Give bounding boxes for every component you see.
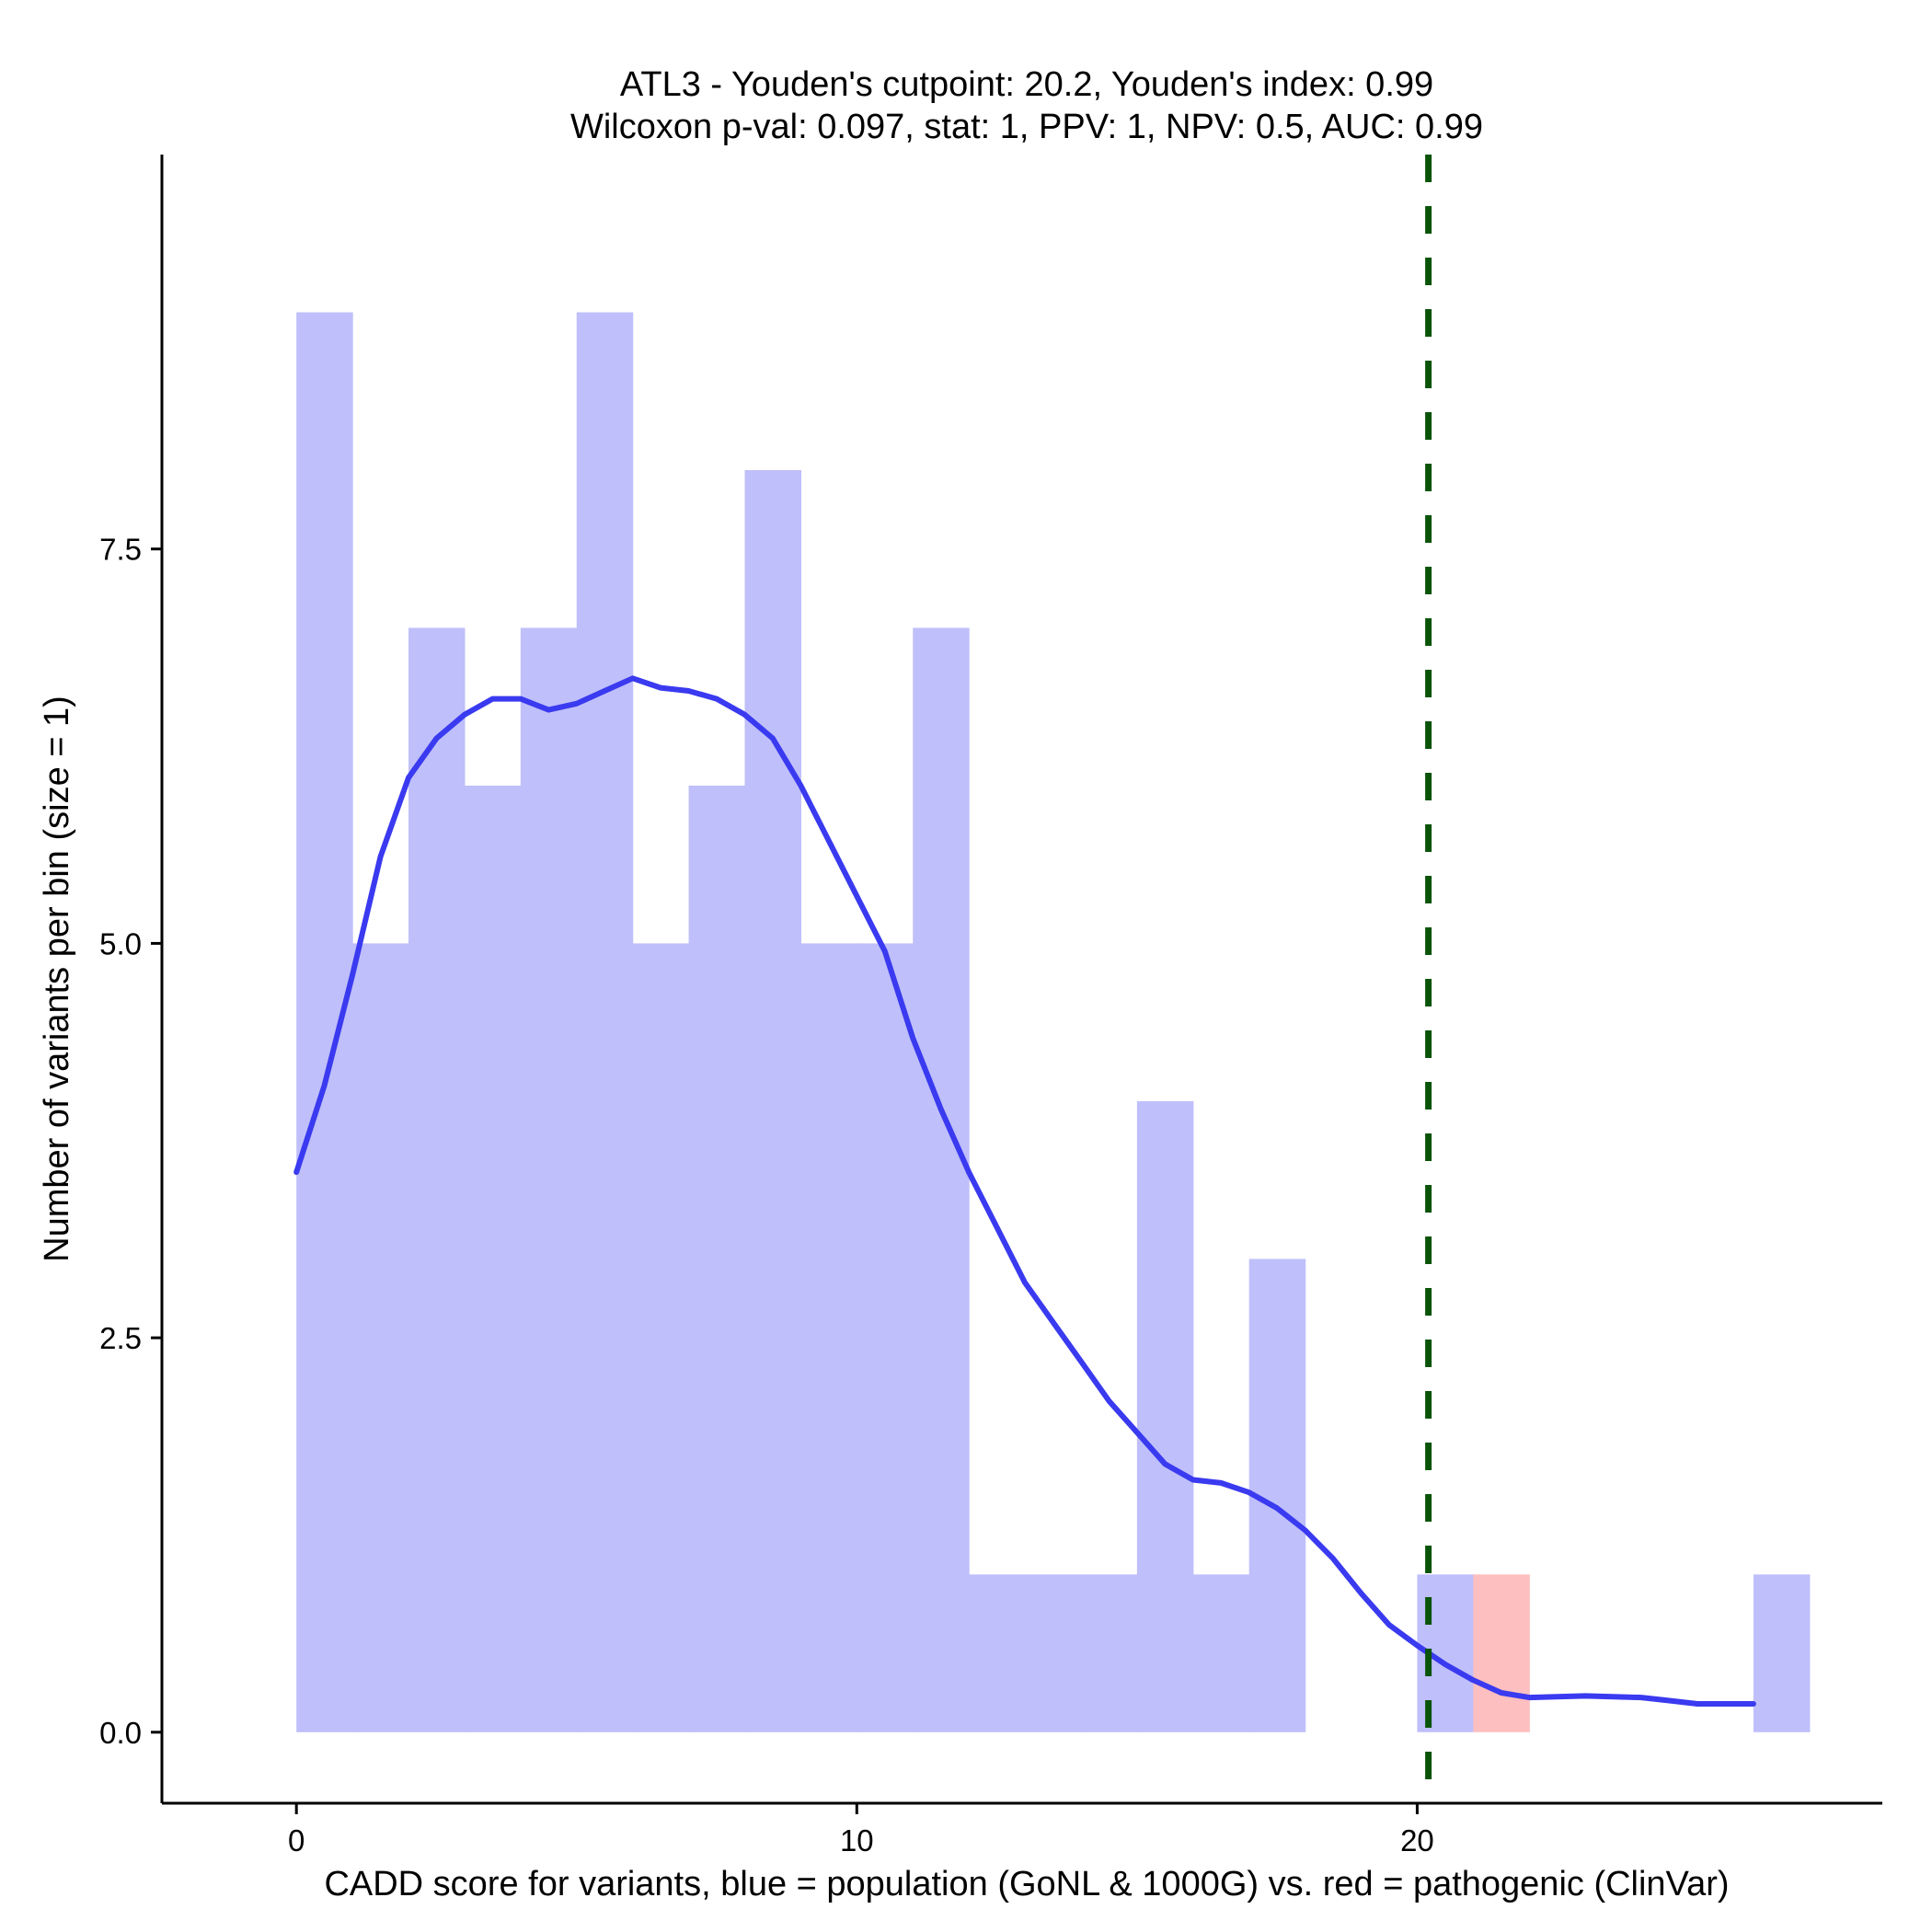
histogram-bar [800, 943, 857, 1732]
x-tick-label: 0 [288, 1823, 305, 1857]
y-ticks: 0.0 2.5 5.0 7.5 [99, 533, 162, 1750]
y-tick-label: 5.0 [99, 926, 142, 960]
x-axis-title: CADD score for variants, blue = populati… [324, 1865, 1729, 1903]
histogram-bar [1080, 1574, 1138, 1732]
y-axis-title: Number of variants per bin (size = 1) [38, 696, 76, 1262]
histogram-bar [352, 943, 409, 1732]
y-tick-label: 2.5 [99, 1321, 142, 1355]
chart-subtitle: Wilcoxon p-val: 0.097, stat: 1, PPV: 1, … [570, 108, 1483, 146]
histogram-bar [1192, 1574, 1250, 1732]
histogram-bar [520, 627, 578, 1732]
y-tick-label: 7.5 [99, 533, 142, 567]
density-curve [293, 675, 1756, 1707]
x-tick-label: 10 [840, 1823, 874, 1857]
histogram-bar [857, 943, 914, 1732]
histogram-bars [296, 312, 1811, 1732]
density-curve-layer [293, 675, 1756, 1707]
histogram-bar [1025, 1574, 1082, 1732]
histogram-bar [408, 627, 466, 1732]
histogram-bar [296, 312, 353, 1732]
y-tick-label: 0.0 [99, 1716, 142, 1750]
histogram-bar [464, 785, 522, 1732]
histogram-bar [688, 785, 746, 1732]
histogram-bar [744, 469, 801, 1732]
histogram-bar [632, 943, 690, 1732]
axes [160, 155, 1882, 1805]
x-tick-label: 20 [1400, 1823, 1434, 1857]
histogram-bar [969, 1574, 1026, 1732]
histogram-bar [1136, 1100, 1194, 1732]
histogram-bar [1753, 1574, 1811, 1732]
histogram-bar [913, 627, 970, 1732]
histogram-bar [1473, 1574, 1530, 1732]
chart-title: ATL3 - Youden's cutpoint: 20.2, Youden's… [620, 65, 1433, 104]
histogram-bar [576, 312, 634, 1732]
x-ticks: 0 10 20 [288, 1803, 1434, 1857]
